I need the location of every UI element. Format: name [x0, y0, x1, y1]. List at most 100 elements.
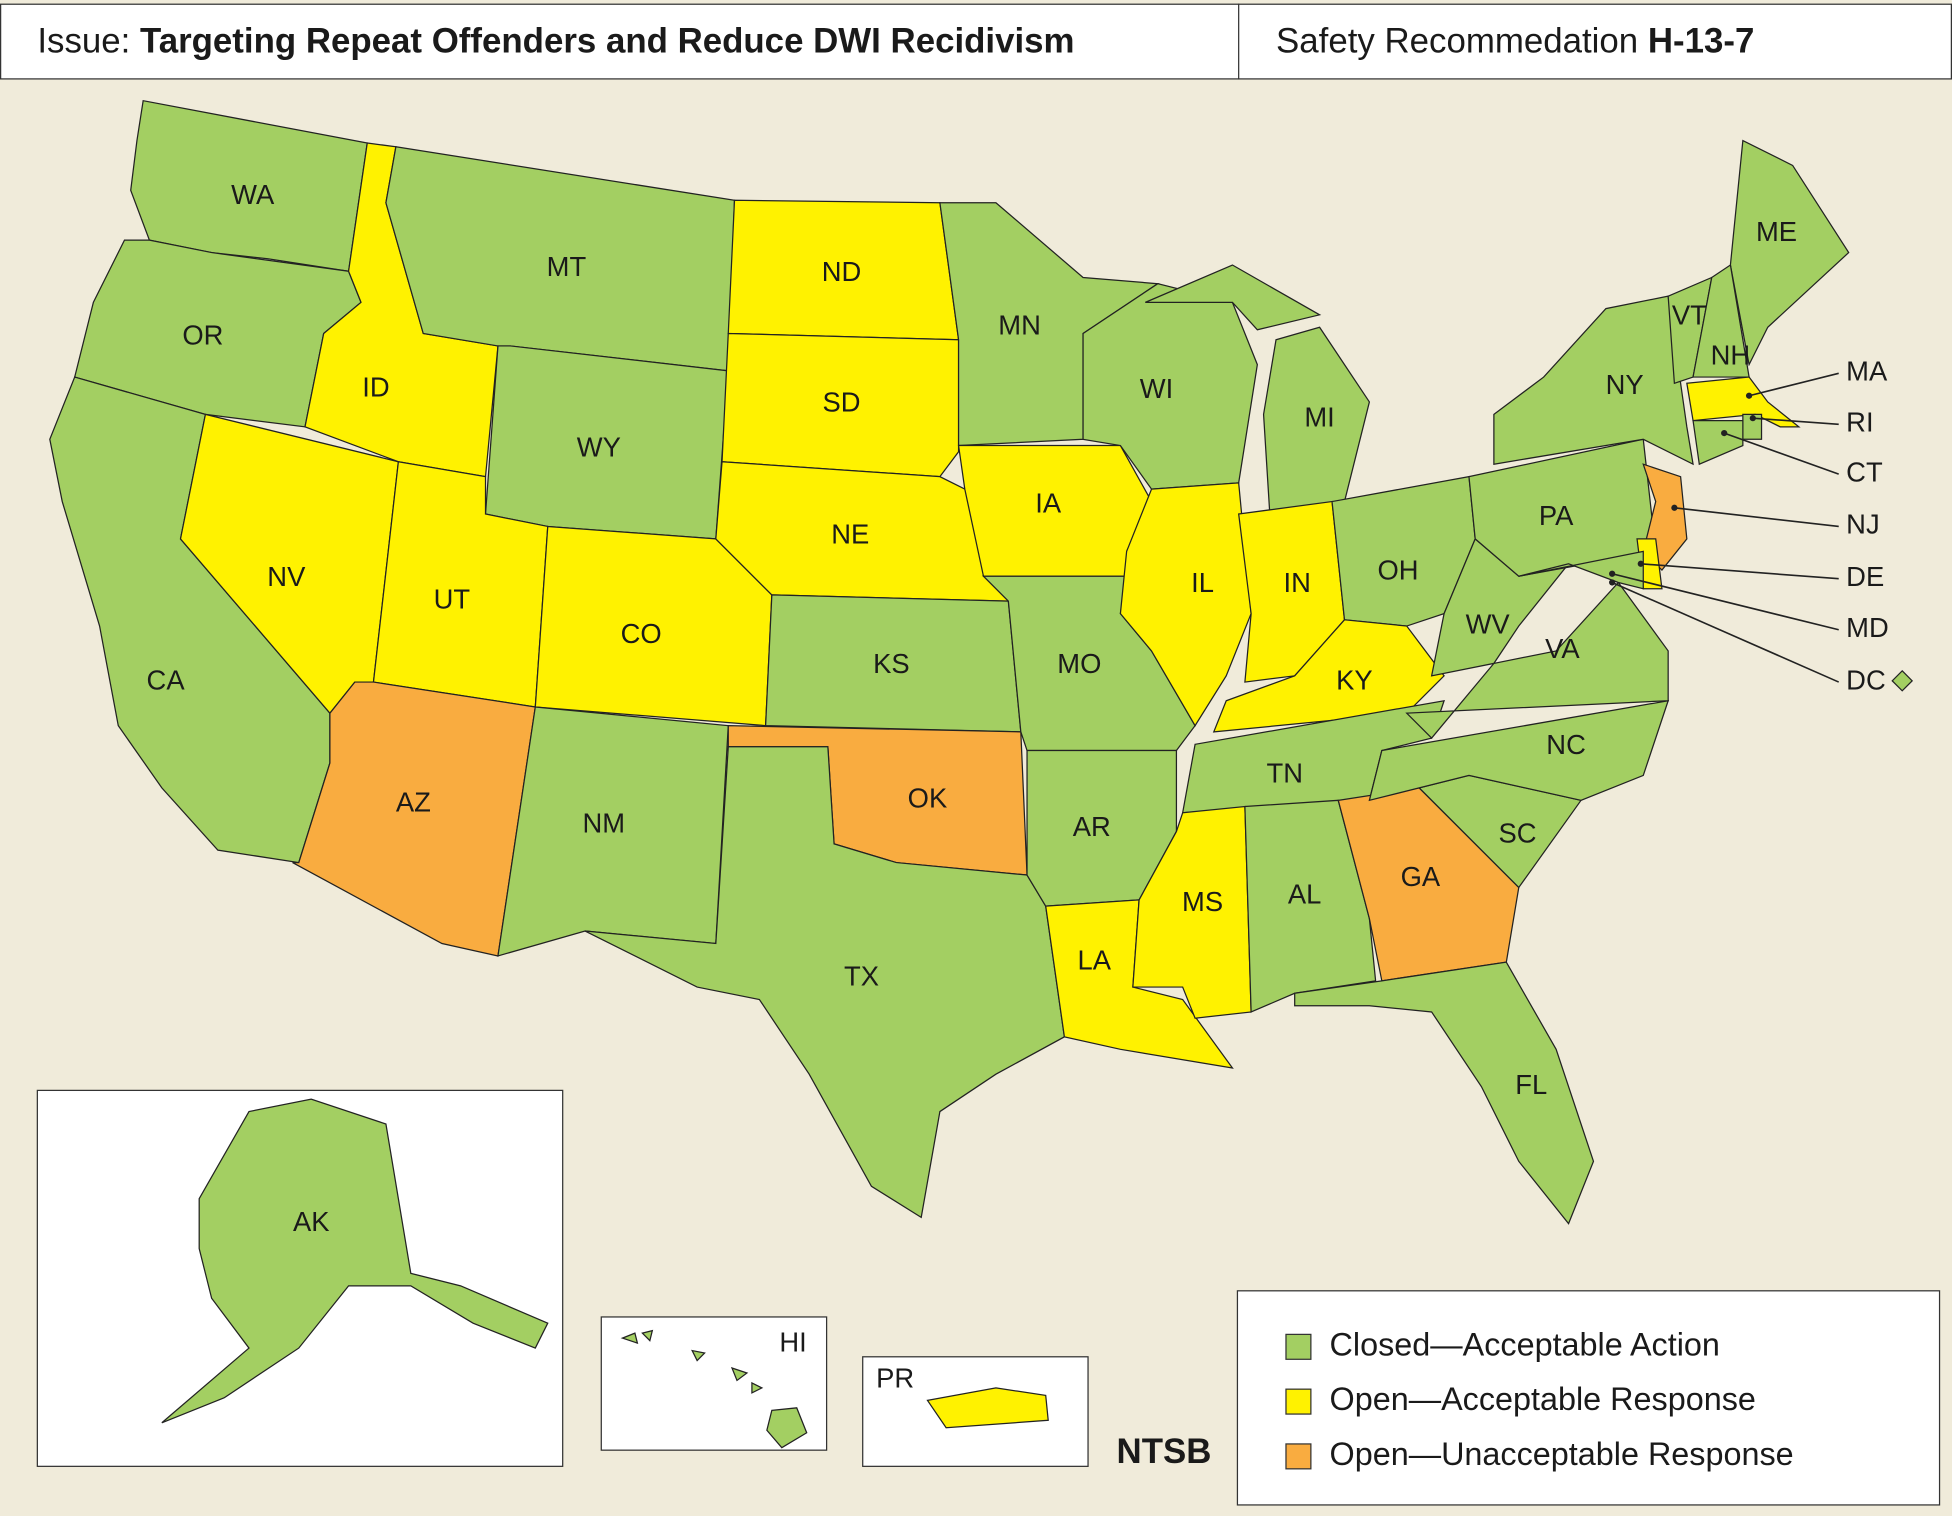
state-shape	[721, 332, 960, 478]
state-label: PA	[1539, 500, 1574, 531]
leader-dot	[1609, 579, 1616, 586]
state-shape	[1692, 420, 1744, 466]
state-label: AZ	[396, 786, 431, 817]
state-label: AL	[1288, 878, 1321, 909]
leader-line	[1640, 562, 1839, 580]
leader-dot	[1749, 415, 1756, 422]
rec-id: H-13-7	[1648, 22, 1755, 61]
state-label: UT	[434, 583, 471, 614]
legend-swatch	[1285, 1388, 1312, 1415]
leader-line	[1752, 417, 1839, 426]
state-label: AK	[293, 1206, 330, 1237]
source-logo: NTSB	[1117, 1432, 1212, 1471]
leader-dot	[1671, 504, 1678, 511]
state-label: RI	[1846, 407, 1873, 438]
header-issue: Issue: Targeting Repeat Offenders and Re…	[37, 22, 1074, 61]
legend-swatch	[1285, 1333, 1312, 1360]
state-label: MD	[1846, 612, 1889, 643]
state-label: AR	[1073, 811, 1111, 842]
state-label: ND	[822, 256, 862, 287]
state-label: ID	[362, 372, 389, 403]
state-label: WA	[231, 179, 275, 210]
state-label: NE	[831, 519, 869, 550]
state-label: NJ	[1846, 509, 1879, 540]
state-label: PR	[876, 1363, 914, 1394]
state-shape	[1368, 699, 1670, 802]
state-labels: WA OR CA NV ID MT WY UT CO AZ NM ND SD NE KS OK TX MN IA MO…	[147, 179, 1889, 1394]
state-shape	[1212, 619, 1445, 733]
leader-dot	[1721, 429, 1728, 437]
state-shape	[620, 1332, 639, 1345]
state-shape	[730, 1366, 749, 1382]
state-shape	[1891, 669, 1914, 692]
leader-line	[1723, 432, 1839, 475]
state-label: MS	[1182, 886, 1223, 917]
state-label: VT	[1672, 300, 1707, 331]
leader-dot	[1637, 560, 1644, 567]
state-label: MN	[998, 309, 1041, 340]
state-shape	[1518, 550, 1644, 590]
legend-label: Open—Acceptable Response	[1330, 1381, 1756, 1417]
state-label: HI	[779, 1327, 806, 1358]
state-shape	[751, 1381, 764, 1394]
leader-dot	[1745, 392, 1753, 399]
legend-label: Open—Unacceptable Response	[1330, 1436, 1794, 1472]
state-label: FL	[1515, 1069, 1547, 1100]
state-label: NH	[1711, 339, 1751, 370]
state-label: NV	[267, 561, 306, 592]
state-label: OR	[182, 319, 223, 350]
states	[49, 99, 1914, 1449]
state-label: MA	[1846, 356, 1888, 387]
leader-line	[1748, 372, 1839, 397]
legend-label: Closed—Acceptable Action	[1330, 1326, 1720, 1362]
state-label: SD	[823, 387, 861, 418]
state-label: IL	[1191, 567, 1214, 598]
state-label: WY	[577, 431, 621, 462]
state-label: OK	[908, 783, 948, 814]
state-label: NC	[1546, 729, 1586, 760]
state-label: MI	[1304, 402, 1334, 433]
leader-line	[1611, 572, 1839, 631]
leader-line	[1611, 581, 1840, 683]
rec-prefix: Safety Recommedation	[1276, 22, 1638, 61]
state-shape	[926, 1387, 1049, 1429]
state-shape	[1493, 295, 1694, 466]
header-recommendation: Safety Recommedation H-13-7	[1276, 22, 1754, 61]
state-label: KY	[1336, 664, 1373, 695]
state-label: TN	[1266, 758, 1303, 789]
state-label: MT	[547, 251, 587, 282]
state-shape	[1145, 264, 1322, 331]
state-label: IN	[1283, 567, 1310, 598]
state-label: OH	[1377, 555, 1418, 586]
state-label: VA	[1545, 633, 1580, 664]
leader-line	[1674, 506, 1839, 528]
state-label: KS	[873, 648, 910, 679]
issue-title: Targeting Repeat Offenders and Reduce DW…	[140, 22, 1075, 61]
state-shape	[292, 681, 537, 957]
state-shape	[641, 1329, 654, 1342]
legend-box	[1236, 1290, 1941, 1506]
issue-prefix: Issue:	[37, 22, 130, 61]
state-label: NM	[582, 807, 625, 838]
state-shape	[766, 1407, 808, 1449]
state-label: CO	[621, 618, 662, 649]
state-shape	[1294, 961, 1595, 1225]
header-bar	[0, 3, 1952, 80]
state-label: DC	[1846, 664, 1886, 695]
state-label: TX	[844, 961, 879, 992]
state-label: CA	[147, 664, 186, 695]
state-label: LA	[1078, 944, 1112, 975]
state-shape	[691, 1349, 706, 1362]
state-shape	[584, 746, 1066, 1219]
state-shape	[1686, 376, 1801, 428]
state-label: WV	[1466, 608, 1511, 639]
state-label: WI	[1140, 373, 1173, 404]
state-label: GA	[1401, 861, 1441, 892]
state-label: CT	[1846, 456, 1883, 487]
state-label: ME	[1756, 216, 1797, 247]
state-label: MO	[1057, 648, 1101, 679]
state-shape	[1729, 139, 1850, 367]
legend-swatch	[1285, 1443, 1312, 1470]
state-label: NY	[1606, 369, 1644, 400]
